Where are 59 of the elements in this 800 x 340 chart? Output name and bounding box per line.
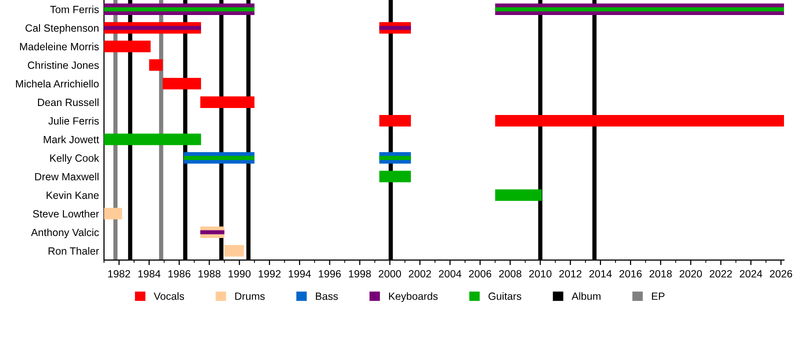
x-tick-label: 2020 [680, 270, 702, 278]
legend-label: Guitars [488, 292, 522, 300]
legend-label: Album [572, 292, 600, 300]
x-tick-label: 2000 [378, 270, 402, 278]
bar [495, 115, 784, 127]
y-tick-label: Christine Jones [28, 61, 99, 69]
x-tick-label: 1998 [348, 270, 371, 278]
bar [104, 134, 202, 146]
bar [104, 26, 202, 30]
x-tick-label: 1992 [258, 270, 281, 278]
x-tick-label: 2012 [559, 270, 582, 278]
y-tick-label: Tom Ferris [50, 6, 99, 14]
x-tick-label: 2026 [770, 270, 792, 278]
bar [200, 96, 254, 108]
x-tick-label: 1986 [168, 270, 190, 278]
legend-label: Bass [316, 292, 338, 300]
bar [200, 230, 224, 234]
x-tick-label: 2024 [740, 270, 762, 278]
bar [379, 115, 411, 127]
x-tick-label: 1988 [198, 270, 220, 278]
bar [379, 156, 411, 160]
bar [104, 208, 122, 220]
bar [149, 59, 163, 71]
x-tick-label: 2010 [529, 270, 552, 278]
y-tick-label: Ron Thaler [48, 247, 99, 255]
x-tick-label: 1994 [288, 270, 311, 278]
legend-label: Vocals [154, 292, 184, 300]
y-tick-label: Dean Russell [38, 98, 98, 106]
x-tick-label: 2002 [408, 270, 431, 278]
y-tick-label: Drew Maxwell [35, 172, 98, 180]
x-tick-label: 2022 [710, 270, 732, 278]
bar [495, 189, 542, 201]
y-tick-label: Julie Ferris [48, 116, 99, 125]
legend-label: EP [652, 292, 664, 300]
bar [379, 170, 411, 182]
bar [224, 245, 244, 257]
legend-label: Drums [235, 292, 265, 300]
y-tick-label: Michela Arrichiello [16, 80, 99, 88]
x-tick-label: 2006 [469, 270, 492, 278]
y-tick-label: Madeleine Morris [20, 42, 99, 50]
y-tick-label: Mark Jowett [44, 136, 100, 144]
x-tick-label: 2004 [438, 270, 462, 278]
y-tick-label: Steve Lowther [33, 210, 99, 218]
x-tick-label: 1982 [108, 270, 130, 278]
x-tick-label: 1984 [138, 270, 160, 278]
x-tick-label: 2014 [589, 270, 612, 278]
x-tick-label: 2016 [619, 270, 642, 278]
x-tick-label: 2008 [499, 270, 522, 278]
x-tick-label: 1990 [228, 270, 251, 278]
bar [162, 78, 202, 90]
y-tick-label: Kevin Kane [46, 191, 99, 199]
x-tick-label: 2018 [650, 270, 672, 278]
legend-label: Keyboards [389, 292, 438, 302]
bar [104, 40, 151, 52]
y-tick-label: Anthony Valcic [31, 228, 99, 238]
y-tick-label: Kelly Cook [50, 154, 100, 164]
y-tick-label: Cal Stephenson [26, 24, 98, 34]
x-tick-label: 1996 [318, 270, 341, 278]
bar [495, 7, 784, 12]
